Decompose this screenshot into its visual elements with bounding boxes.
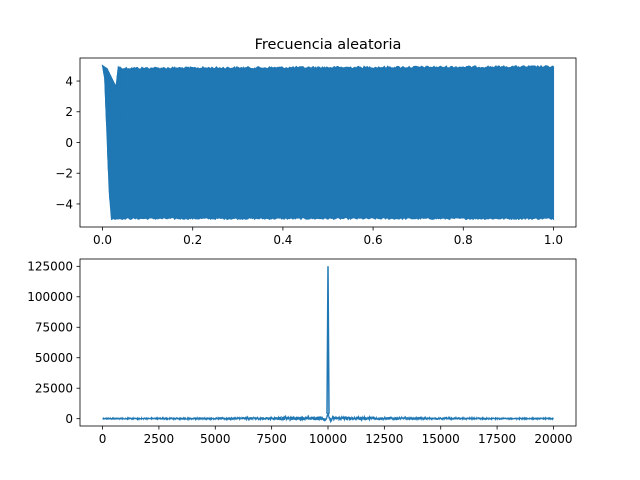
bottom-spectrum-line <box>102 412 554 424</box>
x-tick-label: 0.2 <box>183 233 202 247</box>
x-tick-label: 20000 <box>534 432 572 446</box>
bottom-spectrum-series <box>102 266 554 424</box>
top-signal-onset <box>102 65 122 220</box>
bottom-axes: 0 2500 5000 7500 10000 12500 15000 17500 20000 0… <box>27 258 577 446</box>
y-tick-label: 4 <box>65 74 73 88</box>
top-signal-line <box>101 64 555 221</box>
y-tick-label: 50000 <box>35 351 73 365</box>
bottom-axes-frame <box>79 258 577 427</box>
y-tick-label: 25000 <box>35 382 73 396</box>
x-tick-label: 0.8 <box>454 233 473 247</box>
x-tick-label: 0.6 <box>364 233 383 247</box>
x-tick-label: 10000 <box>309 432 347 446</box>
top-x-ticks: 0.0 0.2 0.4 0.6 0.8 1.0 <box>93 227 563 247</box>
y-tick-label: −2 <box>55 167 73 181</box>
x-tick-label: 5000 <box>200 432 231 446</box>
x-tick-label: 17500 <box>478 432 516 446</box>
y-tick-label: 0 <box>65 136 73 150</box>
x-tick-label: 0 <box>99 432 107 446</box>
y-tick-label: 75000 <box>35 321 73 335</box>
x-tick-label: 7500 <box>256 432 287 446</box>
top-chart-title: Frecuencia aleatoria <box>255 37 402 53</box>
bottom-spectrum-peak <box>326 266 330 414</box>
x-tick-label: 0.4 <box>273 233 292 247</box>
top-axes-frame <box>79 57 577 228</box>
x-tick-label: 0.0 <box>93 233 112 247</box>
x-tick-label: 15000 <box>422 432 460 446</box>
top-signal-series <box>101 64 555 221</box>
top-y-ticks: 4 2 0 −2 −4 <box>55 74 80 211</box>
x-tick-label: 2500 <box>144 432 175 446</box>
y-tick-label: 100000 <box>27 290 73 304</box>
bottom-x-ticks: 0 2500 5000 7500 10000 12500 15000 17500 20000 <box>99 426 573 446</box>
bottom-y-ticks: 0 25000 50000 75000 100000 125000 <box>27 260 80 426</box>
x-tick-label: 1.0 <box>544 233 563 247</box>
y-tick-label: 0 <box>65 412 73 426</box>
top-axes: Frecuencia aleatoria 0.0 0.2 0.4 0.6 0.8 1.0 … <box>55 37 577 247</box>
y-tick-label: 2 <box>65 105 73 119</box>
x-tick-label: 12500 <box>365 432 403 446</box>
y-tick-label: 125000 <box>27 260 73 274</box>
y-tick-label: −4 <box>55 197 73 211</box>
